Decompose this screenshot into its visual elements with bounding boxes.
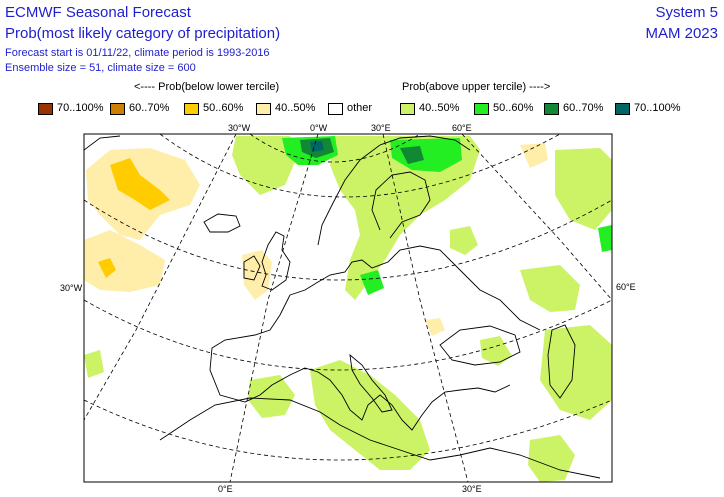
coord-label-top-0: 0°W bbox=[310, 123, 328, 133]
above-40-50-area bbox=[555, 148, 612, 230]
above-50-60-area bbox=[598, 225, 612, 252]
map-frame bbox=[83, 133, 613, 483]
above-40-50-area bbox=[520, 265, 580, 312]
above-40-50-area bbox=[232, 136, 300, 195]
coord-label-bottom-30e: 30°E bbox=[462, 484, 482, 494]
meridian-30e bbox=[382, 134, 469, 482]
legend-swatch bbox=[110, 103, 125, 115]
coastline-britain bbox=[261, 231, 291, 291]
legend-label: 40..50% bbox=[275, 102, 316, 114]
above-50-60-area bbox=[360, 270, 384, 295]
parallel-80n bbox=[249, 134, 421, 163]
coord-label-top-60e: 60°E bbox=[452, 123, 472, 133]
legend-swatch bbox=[615, 103, 630, 115]
coastline-greenland bbox=[84, 135, 121, 151]
coastline-iceland bbox=[203, 213, 241, 233]
legend-swatch bbox=[328, 103, 343, 115]
below-40-50-area bbox=[242, 250, 272, 300]
coastline-ireland bbox=[243, 255, 261, 281]
coastline-black-sea bbox=[439, 325, 521, 366]
coord-label-top-30e: 30°E bbox=[371, 123, 391, 133]
parallel-50n bbox=[84, 299, 612, 371]
legend-label: 50..60% bbox=[493, 102, 534, 114]
meridian-0 bbox=[229, 134, 319, 482]
system-label: System 5 bbox=[655, 4, 718, 21]
legend-label: 40..50% bbox=[419, 102, 460, 114]
season-label: MAM 2023 bbox=[645, 25, 718, 42]
below-tercile-label: <---- Prob(below lower tercile) bbox=[134, 81, 280, 93]
legend-label: 70..100% bbox=[634, 102, 681, 114]
coastlines bbox=[84, 135, 601, 479]
coastline-continent bbox=[209, 245, 541, 431]
graticule bbox=[84, 134, 612, 482]
above-40-50-area bbox=[540, 325, 612, 420]
coastline-north-africa bbox=[159, 397, 601, 479]
above-40-50-area bbox=[248, 375, 295, 418]
legend-swatch bbox=[474, 103, 489, 115]
legend-label: other bbox=[347, 102, 373, 114]
probability-shading bbox=[84, 136, 612, 482]
coastline-caspian bbox=[547, 324, 576, 399]
parallel-40n bbox=[84, 399, 612, 461]
above-60-70-area bbox=[400, 146, 424, 164]
legend-swatch bbox=[256, 103, 271, 115]
chart-subtitle: Prob(most likely category of precipitati… bbox=[5, 25, 281, 42]
forecast-info: Forecast start is 01/11/22, climate peri… bbox=[5, 47, 270, 59]
meridian-30w bbox=[84, 134, 237, 421]
legend-swatch bbox=[184, 103, 199, 115]
chart-title: ECMWF Seasonal Forecast bbox=[5, 4, 191, 21]
above-40-50-area bbox=[450, 226, 478, 255]
legend-label: 50..60% bbox=[203, 102, 244, 114]
coord-label-top-30w: 30°W bbox=[228, 123, 251, 133]
meridian-60e bbox=[461, 134, 612, 301]
coord-label-bottom-0: 0°E bbox=[218, 484, 233, 494]
parallel-70n bbox=[159, 134, 561, 198]
coastline-italy bbox=[349, 353, 393, 413]
below-40-50-area bbox=[84, 230, 165, 292]
below-50-60-area bbox=[110, 158, 170, 210]
below-40-50-area bbox=[520, 143, 548, 168]
legend-swatch bbox=[400, 103, 415, 115]
below-40-50-area bbox=[425, 318, 445, 336]
coastline-scandinavia bbox=[317, 135, 471, 246]
coord-label-left-30w: 30°W bbox=[60, 283, 83, 293]
above-tercile-label: Prob(above upper tercile) ----> bbox=[402, 81, 551, 93]
legend-swatch bbox=[544, 103, 559, 115]
legend-swatch bbox=[38, 103, 53, 115]
legend-label: 70..100% bbox=[57, 102, 104, 114]
legend-label: 60..70% bbox=[563, 102, 604, 114]
above-40-50-area bbox=[330, 136, 480, 300]
coord-label-right-60e: 60°E bbox=[616, 282, 636, 292]
ensemble-info: Ensemble size = 51, climate size = 600 bbox=[5, 62, 196, 74]
parallel-60n bbox=[84, 199, 612, 281]
legend-label: 60..70% bbox=[129, 102, 170, 114]
below-50-60-area bbox=[98, 258, 116, 278]
above-40-50-area bbox=[84, 350, 104, 378]
above-40-50-area bbox=[310, 360, 430, 470]
